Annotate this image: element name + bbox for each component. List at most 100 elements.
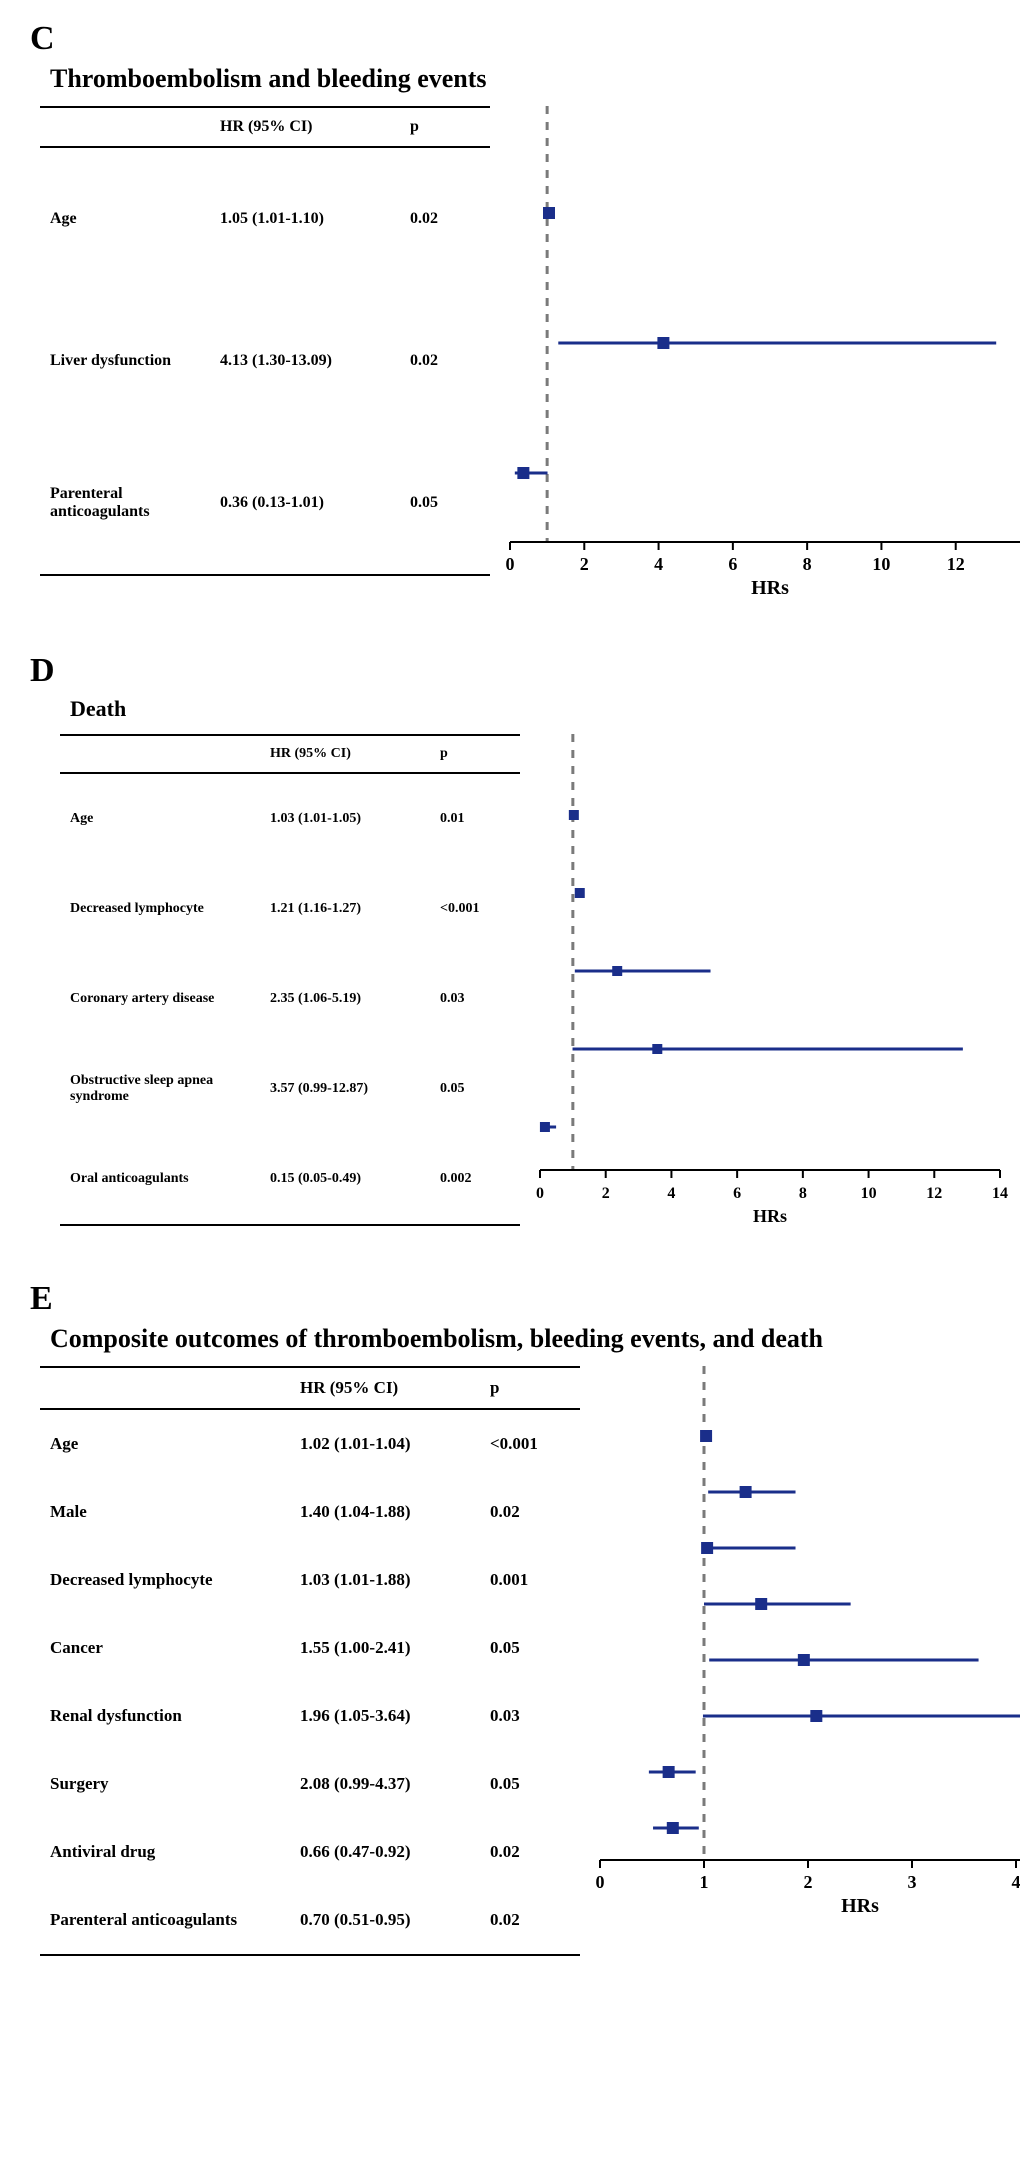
hr-marker xyxy=(657,337,669,349)
hr-marker xyxy=(575,888,585,898)
table-cell: 0.05 xyxy=(400,432,490,575)
table-cell: 3.57 (0.99-12.87) xyxy=(260,1044,430,1134)
page: CThromboembolism and bleeding eventsHR (… xyxy=(0,0,1020,2046)
x-tick-label: 4 xyxy=(1012,1872,1020,1892)
hr-marker xyxy=(663,1766,675,1778)
table-header-cell xyxy=(60,735,260,773)
forest-plot: 02468101214HRs xyxy=(520,734,1020,1230)
x-axis-label: HRs xyxy=(841,1895,879,1917)
panel-title: Death xyxy=(70,696,990,722)
table-cell: 1.40 (1.04-1.88) xyxy=(290,1478,480,1546)
table-row: Liver dysfunction4.13 (1.30-13.09)0.02 xyxy=(40,290,490,432)
x-tick-label: 12 xyxy=(947,554,965,574)
x-tick-label: 4 xyxy=(654,554,663,574)
hr-marker xyxy=(667,1822,679,1834)
table-cell: Oral anticoagulants xyxy=(60,1134,260,1225)
table-cell: 0.02 xyxy=(480,1478,580,1546)
table-cell: Male xyxy=(40,1478,290,1546)
table-cell: Parenteral anticoagulants xyxy=(40,1886,290,1955)
table-row: Surgery2.08 (0.99-4.37)0.05 xyxy=(40,1750,580,1818)
table-cell: 0.02 xyxy=(400,290,490,432)
forest-plot: 012345HRs xyxy=(580,1366,1020,1920)
table-cell: 0.02 xyxy=(480,1818,580,1886)
panel-title: Composite outcomes of thromboembolism, b… xyxy=(50,1324,990,1354)
panel-body: HR (95% CI)pAge1.05 (1.01-1.10)0.02Liver… xyxy=(30,106,990,602)
table-row: Obstructive sleep apnea syndrome3.57 (0.… xyxy=(60,1044,520,1134)
table-cell: 0.03 xyxy=(430,954,520,1044)
forest-plot: 02468101214HRs xyxy=(490,106,1020,602)
table-cell: 1.02 (1.01-1.04) xyxy=(290,1409,480,1478)
table-row: Renal dysfunction1.96 (1.05-3.64)0.03 xyxy=(40,1682,580,1750)
table-header-row: HR (95% CI)p xyxy=(40,1367,580,1409)
hr-marker xyxy=(652,1044,662,1054)
x-tick-label: 2 xyxy=(602,1185,610,1202)
table-cell: 0.002 xyxy=(430,1134,520,1225)
forest-table: HR (95% CI)pAge1.03 (1.01-1.05)0.01Decre… xyxy=(60,734,520,1230)
table-cell: 1.96 (1.05-3.64) xyxy=(290,1682,480,1750)
table-cell: 1.05 (1.01-1.10) xyxy=(210,147,400,290)
table-cell: Cancer xyxy=(40,1614,290,1682)
forest-chart-wrap: 012345HRs xyxy=(580,1366,1020,1956)
table-cell: Parenteral anticoagulants xyxy=(40,432,210,575)
table-row: Decreased lymphocyte1.21 (1.16-1.27)<0.0… xyxy=(60,864,520,954)
x-tick-label: 10 xyxy=(861,1185,877,1202)
table-cell: 1.03 (1.01-1.05) xyxy=(260,773,430,864)
x-tick-label: 0 xyxy=(596,1872,605,1892)
panel-D: DDeathHR (95% CI)pAge1.03 (1.01-1.05)0.0… xyxy=(30,652,990,1230)
x-tick-label: 12 xyxy=(926,1185,942,1202)
table-cell: 1.21 (1.16-1.27) xyxy=(260,864,430,954)
panel-E: EComposite outcomes of thromboembolism, … xyxy=(30,1280,990,1956)
table-header-cell: p xyxy=(400,107,490,147)
panel-body: HR (95% CI)pAge1.02 (1.01-1.04)<0.001Mal… xyxy=(30,1366,990,1956)
x-tick-label: 14 xyxy=(992,1185,1008,1202)
table: HR (95% CI)pAge1.05 (1.01-1.10)0.02Liver… xyxy=(40,106,490,576)
table-row: Antiviral drug0.66 (0.47-0.92)0.02 xyxy=(40,1818,580,1886)
table-cell: 0.03 xyxy=(480,1682,580,1750)
table-cell: 0.02 xyxy=(400,147,490,290)
table-cell: 0.70 (0.51-0.95) xyxy=(290,1886,480,1955)
table-cell: Liver dysfunction xyxy=(40,290,210,432)
table-header-cell: HR (95% CI) xyxy=(210,107,400,147)
table-row: Parenteral anticoagulants0.36 (0.13-1.01… xyxy=(40,432,490,575)
table-cell: Surgery xyxy=(40,1750,290,1818)
hr-marker xyxy=(543,207,555,219)
hr-marker xyxy=(810,1710,822,1722)
table-cell: Renal dysfunction xyxy=(40,1682,290,1750)
panel-C: CThromboembolism and bleeding eventsHR (… xyxy=(30,20,990,602)
table-cell: Decreased lymphocyte xyxy=(60,864,260,954)
table-header-cell: p xyxy=(430,735,520,773)
table-cell: <0.001 xyxy=(430,864,520,954)
table-row: Oral anticoagulants0.15 (0.05-0.49)0.002 xyxy=(60,1134,520,1225)
panel-letter: C xyxy=(30,20,990,58)
hr-marker xyxy=(701,1542,713,1554)
x-tick-label: 4 xyxy=(667,1185,675,1202)
table-cell: 1.55 (1.00-2.41) xyxy=(290,1614,480,1682)
x-axis-label: HRs xyxy=(751,577,789,599)
x-tick-label: 1 xyxy=(700,1872,709,1892)
forest-table: HR (95% CI)pAge1.05 (1.01-1.10)0.02Liver… xyxy=(40,106,490,602)
table-cell: <0.001 xyxy=(480,1409,580,1478)
x-tick-label: 2 xyxy=(580,554,589,574)
table-row: Parenteral anticoagulants0.70 (0.51-0.95… xyxy=(40,1886,580,1955)
table-row: Age1.02 (1.01-1.04)<0.001 xyxy=(40,1409,580,1478)
table-cell: Age xyxy=(40,1409,290,1478)
x-tick-label: 6 xyxy=(728,554,737,574)
table-cell: Age xyxy=(60,773,260,864)
table: HR (95% CI)pAge1.03 (1.01-1.05)0.01Decre… xyxy=(60,734,520,1226)
table-row: Age1.03 (1.01-1.05)0.01 xyxy=(60,773,520,864)
panel-letter: D xyxy=(30,652,990,690)
table-row: Coronary artery disease2.35 (1.06-5.19)0… xyxy=(60,954,520,1044)
forest-chart-wrap: 02468101214HRs xyxy=(490,106,1020,602)
hr-marker xyxy=(700,1430,712,1442)
table-cell: Age xyxy=(40,147,210,290)
table: HR (95% CI)pAge1.02 (1.01-1.04)<0.001Mal… xyxy=(40,1366,580,1956)
table-header-cell: HR (95% CI) xyxy=(260,735,430,773)
hr-marker xyxy=(612,966,622,976)
hr-marker xyxy=(798,1654,810,1666)
table-cell: 0.05 xyxy=(430,1044,520,1134)
table-header-cell xyxy=(40,1367,290,1409)
forest-chart-wrap: 02468101214HRs xyxy=(520,734,1020,1230)
table-row: Decreased lymphocyte1.03 (1.01-1.88)0.00… xyxy=(40,1546,580,1614)
table-cell: Antiviral drug xyxy=(40,1818,290,1886)
table-cell: 0.36 (0.13-1.01) xyxy=(210,432,400,575)
